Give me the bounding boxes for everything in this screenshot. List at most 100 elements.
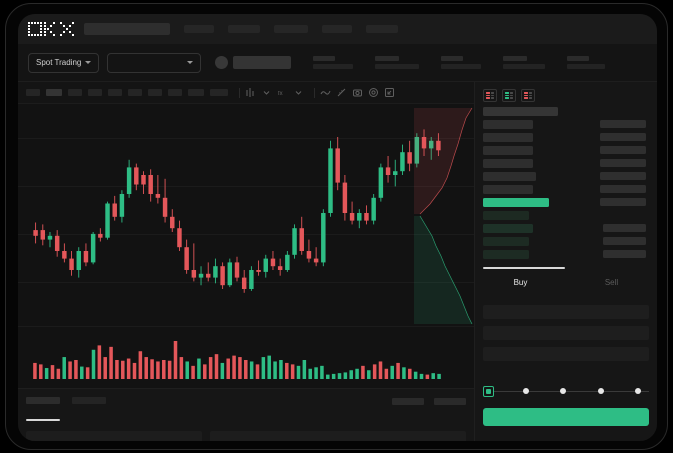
order-entry-form [475, 297, 657, 376]
market-stat-0 [313, 56, 354, 69]
device-screen: Spot Trading fx [18, 14, 657, 441]
trading-mode-selector[interactable]: Spot Trading [28, 52, 100, 73]
timeframe-button-7[interactable] [168, 89, 182, 96]
timeframe-button-5[interactable] [128, 89, 142, 96]
tab-sell[interactable]: Sell [566, 269, 657, 297]
order-book-row[interactable] [483, 146, 649, 155]
depth-chart-overlay [414, 107, 473, 325]
global-search-input[interactable] [84, 23, 170, 35]
order-book-row[interactable] [483, 237, 649, 246]
chart-gridline [18, 234, 474, 235]
top-nav-item-0[interactable] [184, 25, 214, 33]
order-book-row[interactable] [483, 198, 649, 207]
timeframe-button-6[interactable] [148, 89, 162, 96]
order-book-price-bar [483, 146, 533, 155]
order-book-size-bar [599, 133, 646, 141]
chart-gridline [18, 186, 474, 187]
order-book-both-icon[interactable] [483, 89, 497, 102]
order-book-buy-icon[interactable] [502, 89, 516, 102]
chevron-down-icon[interactable] [293, 87, 304, 98]
order-book-size-bar [599, 146, 646, 154]
measure-ruler-icon[interactable] [336, 87, 347, 98]
order-book-row[interactable] [483, 120, 649, 129]
slider-handle[interactable] [483, 385, 494, 397]
orders-action-0[interactable] [392, 398, 424, 405]
order-book-row[interactable] [483, 159, 649, 168]
candlestick-chart-icon[interactable] [245, 87, 256, 98]
order-book-row[interactable] [483, 185, 649, 194]
order-book-size-bar [599, 185, 646, 193]
instrument-bar: Spot Trading [18, 44, 657, 82]
okx-logo[interactable] [28, 22, 74, 36]
indicators-icon[interactable]: fx [277, 87, 288, 98]
submit-order-button[interactable] [483, 407, 649, 426]
order-form-field-2[interactable] [483, 346, 649, 361]
price-chart-pane[interactable] [18, 104, 474, 326]
orders-tab-label [72, 397, 106, 404]
last-price-value [233, 56, 292, 69]
top-nav-item-1[interactable] [228, 25, 260, 33]
order-book-row[interactable] [483, 211, 649, 220]
chevron-down-icon[interactable] [261, 87, 272, 98]
order-book-row[interactable] [483, 107, 649, 116]
order-book-price-bar [483, 237, 530, 246]
timeframe-button-1[interactable] [46, 89, 62, 96]
order-form-field-1[interactable] [483, 325, 649, 340]
order-book-mode-col [509, 92, 513, 99]
orders-panel-left[interactable] [26, 430, 203, 441]
order-book-sell-icon[interactable] [521, 89, 535, 102]
slider-step-100[interactable] [635, 387, 641, 394]
timeframe-button-9[interactable] [210, 89, 228, 96]
market-stat-value [567, 64, 606, 69]
order-book-price-bar [483, 224, 533, 233]
chevron-down-icon [85, 61, 92, 64]
okx-logo-o-glyph [28, 22, 42, 36]
toolbar-divider [314, 87, 315, 98]
orders-panel-right[interactable] [210, 430, 466, 441]
order-book-size-bar [599, 172, 646, 180]
order-form-field-0[interactable] [483, 304, 649, 319]
fullscreen-icon[interactable] [384, 87, 395, 98]
camera-icon[interactable] [352, 87, 363, 98]
slider-step-25[interactable] [522, 387, 529, 394]
order-book-size-bar [602, 224, 646, 232]
buy-sell-active-indicator [483, 267, 565, 269]
timeframe-button-4[interactable] [108, 89, 122, 96]
order-book-row[interactable] [483, 224, 649, 233]
order-book-price-bar [483, 198, 550, 207]
timeframe-button-8[interactable] [188, 89, 204, 96]
orders-action-1[interactable] [434, 398, 466, 405]
chart-gridline [18, 138, 474, 139]
top-nav-item-2[interactable] [274, 25, 308, 33]
timeframe-button-0[interactable] [26, 89, 40, 96]
market-stats [291, 56, 606, 69]
settings-gear-icon[interactable] [368, 87, 379, 98]
order-book-price-bar [483, 107, 558, 116]
volume-histogram [33, 341, 441, 379]
order-book-size-bar [602, 250, 646, 258]
pair-selector[interactable] [107, 52, 202, 73]
top-nav-item-4[interactable] [366, 25, 398, 33]
amount-slider[interactable] [475, 385, 657, 398]
order-book-size-bar [602, 237, 646, 245]
timeframe-button-2[interactable] [68, 89, 82, 96]
top-nav-item-3[interactable] [322, 25, 352, 33]
market-stat-value [441, 64, 482, 69]
tab-buy[interactable]: Buy [475, 269, 566, 297]
order-book-row[interactable] [483, 133, 649, 142]
chart-toolbar: fx [18, 82, 474, 104]
line-chart-icon[interactable] [320, 87, 331, 98]
order-book-price-bar [483, 250, 530, 259]
order-book-row[interactable] [483, 172, 649, 181]
order-book-rows[interactable] [475, 107, 657, 267]
timeframe-button-3[interactable] [88, 89, 102, 96]
order-book-row[interactable] [483, 250, 649, 259]
orders-tab-1[interactable] [72, 397, 106, 421]
slider-step-50[interactable] [560, 387, 566, 394]
orders-tab-0[interactable] [26, 397, 60, 421]
okx-logo-k-glyph [44, 22, 58, 36]
slider-step-75[interactable] [597, 387, 604, 394]
order-book-mode-col [490, 92, 494, 99]
top-navigation-bar [18, 14, 657, 44]
